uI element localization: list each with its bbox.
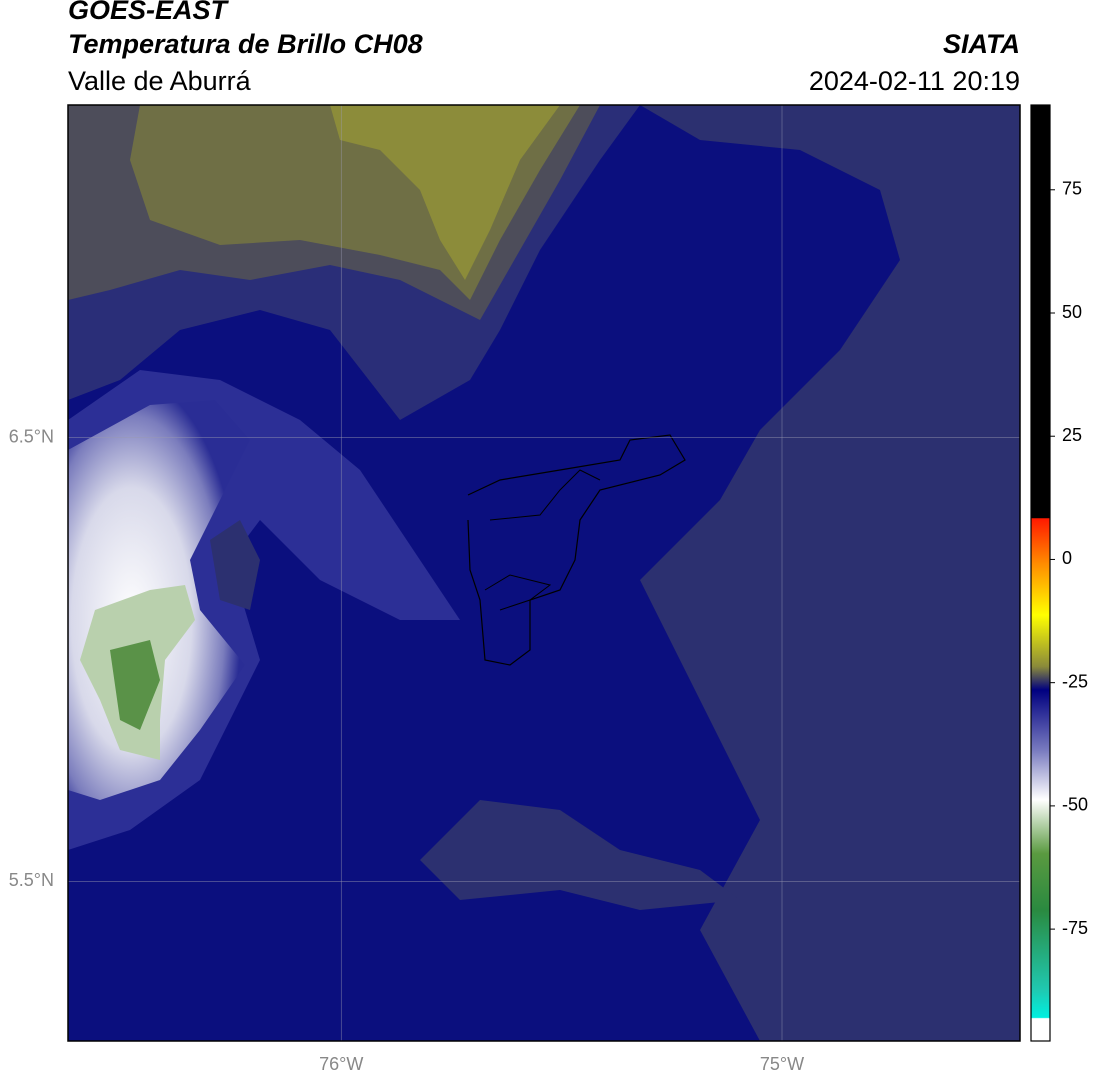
y-tick-label: 5.5°N [9, 870, 54, 890]
colorbar-tick-label: 50 [1062, 302, 1082, 322]
title: GOES-EAST [68, 0, 230, 25]
map-image [68, 105, 1020, 1041]
colorbar-tick-label: -50 [1062, 795, 1088, 815]
colorbar-tick-label: 75 [1062, 179, 1082, 199]
colorbar-tick-label: -75 [1062, 918, 1088, 938]
colorbar-tick-label: 0 [1062, 548, 1072, 568]
region: Valle de Aburrá [68, 66, 252, 96]
datetime: 2024-02-11 20:19 [809, 66, 1020, 96]
y-tick-label: 6.5°N [9, 426, 54, 446]
x-tick-label: 76°W [319, 1054, 363, 1074]
source: SIATA [943, 29, 1020, 59]
colorbar [1030, 104, 1051, 1042]
colorbar-tick-label: 25 [1062, 425, 1082, 445]
subtitle: Temperatura de Brillo CH08 [68, 29, 423, 59]
colorbar-tick-label: -25 [1062, 671, 1088, 691]
map-frame [67, 104, 1021, 1042]
x-tick-label: 75°W [760, 1054, 804, 1074]
